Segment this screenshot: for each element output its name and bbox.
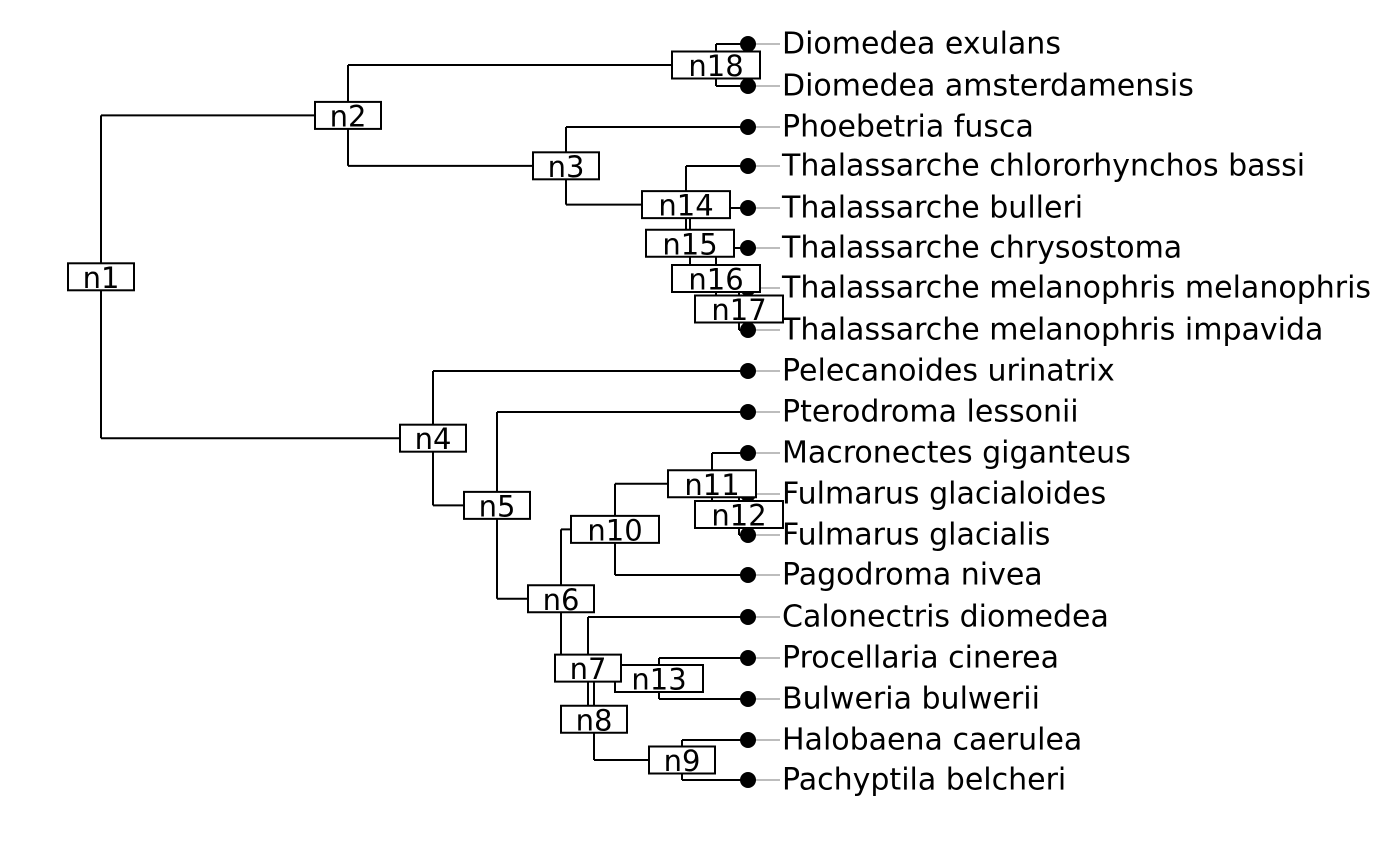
tip-dot-phoebetria-fusca [740, 119, 756, 135]
node-label-n14: n14 [641, 189, 731, 223]
node-box-n11 [667, 469, 757, 499]
tip-label-calonectris-diomedea: Calonectris diomedea [782, 600, 1109, 635]
node-label-n1: n1 [67, 261, 135, 295]
tip-label-bulweria-bulwerii: Bulweria bulwerii [782, 682, 1040, 717]
node-text-n5: n5 [479, 489, 516, 523]
node-label-n10: n10 [570, 513, 660, 547]
node-box-n4 [399, 423, 467, 453]
node-box-n12 [694, 500, 784, 529]
tip-label-thalassarche-bulleri: Thalassarche bulleri [781, 191, 1083, 226]
tip-dots-layer [740, 36, 756, 788]
node-box-n10 [570, 514, 660, 544]
tip-dot-thalassarche-melanophris-impavida [740, 322, 756, 338]
tip-dot-pelecanoides-urinatrix [740, 363, 756, 379]
node-label-n13: n13 [614, 663, 704, 697]
node-text-n10: n10 [587, 513, 642, 547]
node-text-n14: n14 [658, 189, 713, 223]
node-label-n5: n5 [463, 489, 531, 523]
tip-label-pagodroma-nivea: Pagodroma nivea [782, 558, 1043, 593]
node-label-n11: n11 [667, 468, 757, 502]
node-text-n12: n12 [711, 499, 766, 533]
tip-label-phoebetria-fusca: Phoebetria fusca [782, 110, 1034, 145]
node-box-n14 [641, 190, 731, 220]
node-box-n1 [67, 262, 135, 292]
node-box-n5 [463, 490, 531, 520]
node-label-n4: n4 [399, 422, 467, 456]
tip-dot-macronectes-giganteus [740, 445, 756, 461]
tip-label-diomedea-exulans: Diomedea exulans [782, 27, 1061, 62]
node-text-n18: n18 [688, 49, 743, 83]
node-text-n1: n1 [83, 261, 120, 295]
node-box-n18 [671, 50, 761, 80]
node-label-n16: n16 [671, 263, 761, 297]
tip-label-macronectes-giganteus: Macronectes giganteus [782, 436, 1131, 471]
node-box-n9 [648, 745, 716, 775]
tip-label-fulmarus-glacialis: Fulmarus glacialis [782, 518, 1050, 553]
tip-label-pelecanoides-urinatrix: Pelecanoides urinatrix [782, 354, 1115, 389]
node-label-n18: n18 [671, 49, 761, 83]
tip-label-thalassarche-chlororhynchos-bassi: Thalassarche chlororhynchos bassi [781, 149, 1305, 184]
node-label-n7: n7 [554, 652, 622, 686]
node-text-n9: n9 [664, 744, 701, 778]
node-box-n15 [645, 228, 735, 258]
tip-label-thalassarche-melanophris-impavida: Thalassarche melanophris impavida [781, 313, 1323, 348]
tip-dot-thalassarche-bulleri [740, 200, 756, 216]
node-text-n15: n15 [662, 227, 717, 261]
tip-dot-thalassarche-chlororhynchos-bassi [740, 158, 756, 174]
tip-dot-pagodroma-nivea [740, 567, 756, 583]
node-label-n2: n2 [314, 99, 382, 133]
node-text-n13: n13 [631, 663, 686, 697]
node-box-n17 [694, 294, 784, 324]
node-text-n16: n16 [688, 263, 743, 297]
tip-dot-thalassarche-chrysostoma [740, 240, 756, 256]
tip-label-diomedea-amsterdamensis: Diomedea amsterdamensis [782, 69, 1194, 104]
tip-dot-halobaena-caerulea [740, 732, 756, 748]
tip-label-thalassarche-melanophris-melanophris: Thalassarche melanophris melanophris [781, 271, 1371, 306]
tip-dot-procellaria-cinerea [740, 650, 756, 666]
node-box-n16 [671, 264, 761, 293]
node-text-n11: n11 [684, 468, 739, 502]
node-text-n2: n2 [330, 99, 367, 133]
node-box-n7 [554, 653, 622, 683]
tip-label-fulmarus-glacialoides: Fulmarus glacialoides [782, 477, 1106, 512]
node-label-n12: n12 [694, 499, 784, 533]
node-label-n15: n15 [645, 227, 735, 261]
node-text-n7: n7 [570, 652, 607, 686]
tip-dot-fulmarus-glacialis [740, 527, 756, 543]
node-box-n8 [560, 704, 628, 734]
tip-dot-bulweria-bulwerii [740, 691, 756, 707]
node-box-n3 [532, 151, 600, 181]
tip-label-pterodroma-lessonii: Pterodroma lessonii [782, 395, 1079, 430]
tip-dot-pachyptila-belcheri [740, 772, 756, 788]
node-label-n8: n8 [560, 703, 628, 737]
node-label-n3: n3 [532, 150, 600, 184]
node-label-n17: n17 [694, 293, 784, 327]
node-text-n3: n3 [548, 150, 585, 184]
tip-label-thalassarche-chrysostoma: Thalassarche chrysostoma [781, 231, 1182, 266]
tip-dot-calonectris-diomedea [740, 609, 756, 625]
node-label-n9: n9 [648, 744, 716, 778]
tip-label-halobaena-caerulea: Halobaena caerulea [782, 723, 1082, 758]
tip-labels-layer: Diomedea exulans Diomedea amsterdamensis P… [781, 27, 1371, 798]
node-text-n8: n8 [576, 703, 613, 737]
tip-label-pachyptila-belcheri: Pachyptila belcheri [782, 763, 1066, 798]
node-text-n6: n6 [543, 583, 580, 617]
node-label-n6: n6 [527, 583, 595, 617]
tip-dot-pterodroma-lessonii [740, 404, 756, 420]
node-box-n2 [314, 100, 382, 130]
tip-dot-diomedea-exulans [740, 36, 756, 52]
tip-dot-diomedea-amsterdamensis [740, 78, 756, 94]
tip-label-procellaria-cinerea: Procellaria cinerea [782, 641, 1059, 676]
node-text-n4: n4 [415, 422, 452, 456]
node-box-n6 [527, 584, 595, 614]
node-text-n17: n17 [711, 293, 766, 327]
